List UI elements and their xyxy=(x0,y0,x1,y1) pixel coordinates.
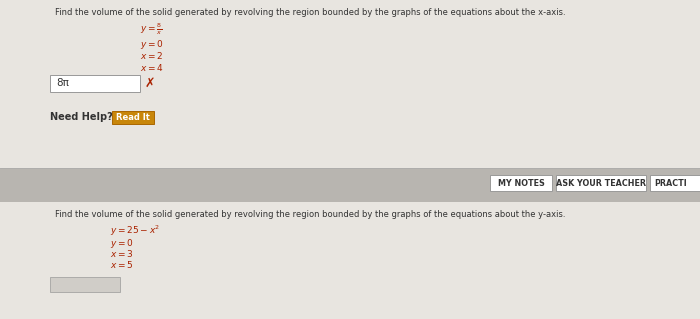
Text: ASK YOUR TEACHER: ASK YOUR TEACHER xyxy=(556,179,646,188)
Text: $x = 4$: $x = 4$ xyxy=(140,62,164,73)
Bar xyxy=(490,175,552,191)
Text: ✗: ✗ xyxy=(145,77,155,90)
Text: $y = 0$: $y = 0$ xyxy=(110,237,134,250)
Bar xyxy=(0,0,700,168)
Bar xyxy=(50,277,120,292)
Bar xyxy=(112,111,154,124)
Bar xyxy=(650,175,700,191)
Text: $y = 25 - x^2$: $y = 25 - x^2$ xyxy=(110,224,160,238)
Bar xyxy=(50,75,140,92)
Text: $x = 3$: $x = 3$ xyxy=(110,248,134,259)
Text: Find the volume of the solid generated by revolving the region bounded by the gr: Find the volume of the solid generated b… xyxy=(55,210,566,219)
Text: PRACTI: PRACTI xyxy=(654,179,687,188)
Bar xyxy=(0,168,700,202)
Text: $x = 5$: $x = 5$ xyxy=(110,259,134,270)
Text: Read It: Read It xyxy=(116,114,150,122)
Text: $y = \frac{8}{x}$: $y = \frac{8}{x}$ xyxy=(140,22,162,37)
Text: Find the volume of the solid generated by revolving the region bounded by the gr: Find the volume of the solid generated b… xyxy=(55,8,566,17)
Text: 8π: 8π xyxy=(56,78,69,88)
Text: $x = 2$: $x = 2$ xyxy=(140,50,163,61)
Bar xyxy=(0,202,700,319)
Bar xyxy=(556,175,646,191)
Text: $y = 0$: $y = 0$ xyxy=(140,38,164,51)
Text: Need Help?: Need Help? xyxy=(50,112,113,122)
Text: MY NOTES: MY NOTES xyxy=(498,179,545,188)
